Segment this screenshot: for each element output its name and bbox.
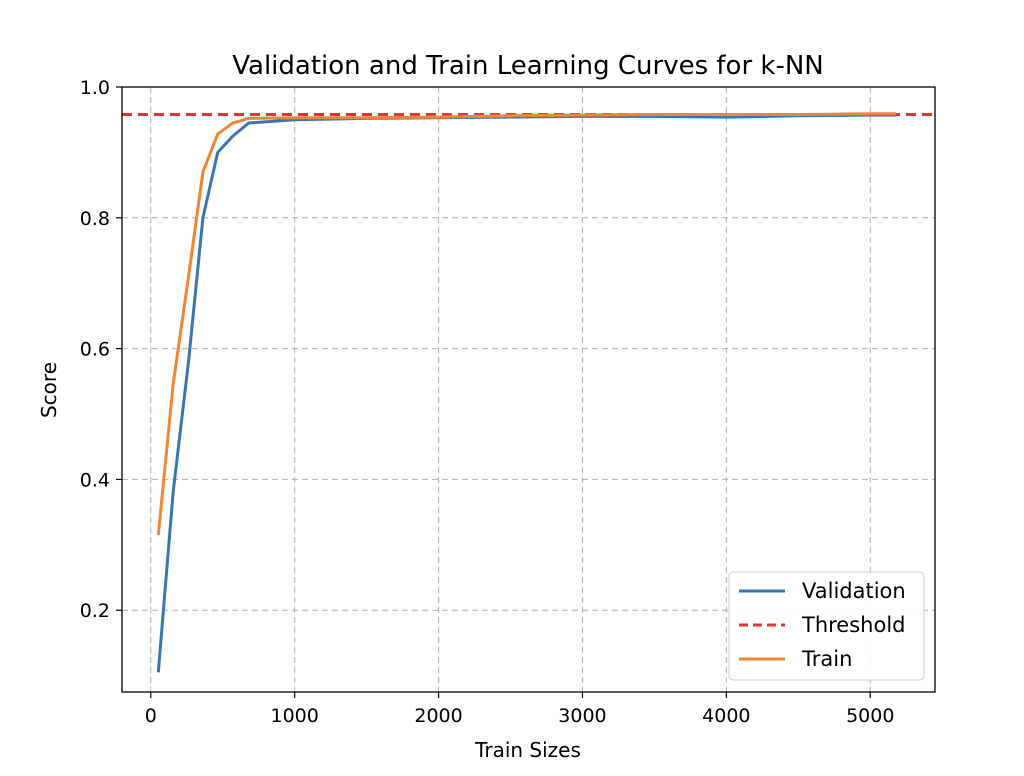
x-tick-label: 3000 xyxy=(558,705,606,727)
y-tick-label: 0.2 xyxy=(80,600,110,622)
legend-box xyxy=(728,571,925,681)
legend-label-validation: Validation xyxy=(802,579,906,603)
grid-lines xyxy=(122,86,935,692)
legend-label-threshold: Threshold xyxy=(801,613,906,637)
plot-area-frame xyxy=(121,86,936,693)
y-tick-label: 1.0 xyxy=(80,77,110,99)
x-tick-label: 5000 xyxy=(846,705,894,727)
x-tick-label: 2000 xyxy=(414,705,462,727)
series-lines xyxy=(122,112,935,673)
chart-title: Validation and Train Learning Curves for… xyxy=(232,51,824,81)
x-axis-label: Train Sizes xyxy=(474,738,581,762)
legend-label-train: Train xyxy=(801,647,852,671)
x-tick-label: 4000 xyxy=(702,705,750,727)
axis-ticks: 0 1000 2000 3000 4000 5000 0.2 0.4 0.6 0.8 1.0 xyxy=(80,77,895,727)
y-tick-label: 0.8 xyxy=(80,208,110,230)
y-tick-label: 0.6 xyxy=(80,339,110,361)
y-axis-label: Score xyxy=(37,362,61,418)
y-tick-label: 0.4 xyxy=(80,469,110,491)
legend: Validation Threshold Train xyxy=(728,571,925,681)
x-tick-label: 0 xyxy=(145,705,157,727)
series-line-train xyxy=(156,112,897,536)
x-tick-label: 1000 xyxy=(270,705,318,727)
